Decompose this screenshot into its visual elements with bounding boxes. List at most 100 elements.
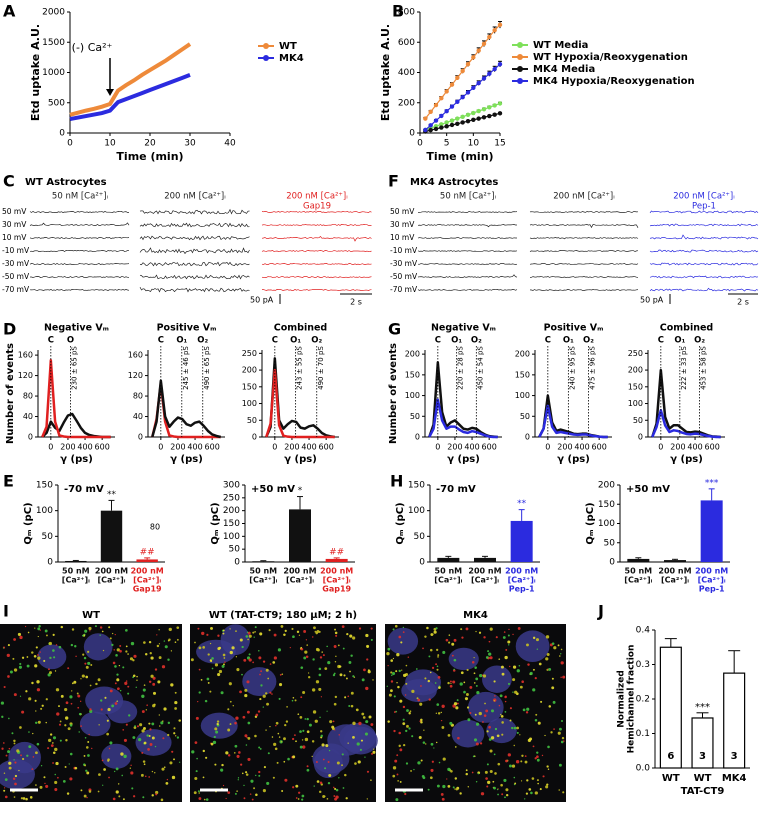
puncta <box>190 658 194 662</box>
puncta <box>342 787 345 789</box>
puncta <box>149 728 152 731</box>
x-tick-label: 40 <box>224 139 236 149</box>
puncta <box>433 747 435 749</box>
puncta <box>209 642 212 645</box>
nucleus <box>0 759 35 790</box>
y-tick-label: 150 <box>598 500 615 510</box>
x-tick-label: 400 <box>77 443 92 452</box>
y-tick-label: 0 <box>525 433 530 442</box>
puncta <box>488 738 492 741</box>
puncta <box>475 684 478 687</box>
puncta <box>278 697 281 700</box>
puncta <box>429 648 433 652</box>
puncta <box>52 736 57 740</box>
puncta <box>102 784 104 786</box>
puncta <box>259 673 261 676</box>
category-label: 200 nM <box>695 567 728 576</box>
puncta <box>211 667 214 670</box>
puncta <box>53 656 56 659</box>
current-trace <box>417 289 518 291</box>
current-trace <box>417 263 518 265</box>
puncta <box>32 732 34 735</box>
fit-curve <box>41 412 111 439</box>
puncta <box>141 729 145 733</box>
puncta <box>501 721 504 724</box>
y-tick-label: 0 <box>609 558 615 568</box>
puncta <box>509 665 511 668</box>
peak-note: 490 ± 65 pS <box>203 346 211 390</box>
puncta <box>486 730 489 733</box>
y-tick-label: 160 <box>18 351 33 360</box>
puncta <box>113 649 115 651</box>
legend-marker <box>517 54 523 60</box>
puncta <box>143 641 146 644</box>
voltage-label: 10 mV <box>390 233 415 242</box>
puncta <box>366 658 369 661</box>
puncta <box>525 711 529 714</box>
puncta <box>352 636 356 640</box>
puncta <box>457 736 460 740</box>
puncta <box>210 742 214 746</box>
puncta <box>420 759 423 762</box>
puncta <box>107 707 111 712</box>
puncta <box>521 754 524 757</box>
puncta <box>436 648 439 651</box>
puncta <box>318 673 322 677</box>
n-label: 3 <box>699 751 706 762</box>
puncta <box>313 785 315 787</box>
puncta <box>19 662 22 666</box>
time-scale: 2 s <box>737 298 749 307</box>
y-tick-label: 0 <box>28 433 33 442</box>
puncta <box>505 788 509 792</box>
puncta <box>143 726 146 730</box>
puncta <box>408 727 411 730</box>
data-point <box>455 121 460 126</box>
puncta <box>318 630 321 633</box>
puncta <box>300 666 304 669</box>
puncta <box>26 754 29 757</box>
puncta <box>547 745 550 749</box>
puncta <box>406 724 409 728</box>
puncta <box>477 772 480 775</box>
subplot-title: Combined <box>274 323 327 334</box>
puncta <box>352 721 356 726</box>
puncta <box>486 763 489 766</box>
puncta <box>530 791 533 795</box>
puncta <box>305 639 308 641</box>
puncta <box>47 673 51 677</box>
data-point <box>455 75 460 80</box>
puncta <box>436 784 440 788</box>
puncta <box>146 734 149 737</box>
puncta <box>202 646 206 649</box>
puncta <box>158 643 161 645</box>
puncta <box>338 777 340 779</box>
puncta <box>273 633 277 637</box>
puncta <box>308 676 311 679</box>
puncta <box>234 721 237 725</box>
x-tick-label: 400 <box>187 443 202 452</box>
y-tick-label: 250 <box>242 349 257 358</box>
puncta <box>248 653 251 656</box>
y-tick-label: 150 <box>242 382 257 391</box>
subplot-title: -70 mV <box>64 484 104 495</box>
puncta <box>402 631 405 633</box>
puncta <box>433 630 437 634</box>
puncta <box>372 750 376 754</box>
puncta <box>296 630 300 634</box>
y-tick-label: 200 <box>515 350 530 359</box>
puncta <box>344 696 347 699</box>
puncta <box>84 736 87 739</box>
puncta <box>507 682 511 685</box>
puncta <box>424 677 427 680</box>
y-tick-label: 0.4 <box>636 626 651 636</box>
puncta <box>174 691 177 694</box>
category-label: [Ca²⁺]ᵢ <box>97 576 125 585</box>
x-axis-label: γ (ps) <box>447 454 480 465</box>
puncta <box>152 676 156 680</box>
puncta <box>448 641 451 644</box>
puncta <box>65 739 68 742</box>
puncta <box>127 653 129 655</box>
legend-marker <box>263 55 269 61</box>
puncta <box>194 741 198 744</box>
puncta <box>71 682 74 685</box>
